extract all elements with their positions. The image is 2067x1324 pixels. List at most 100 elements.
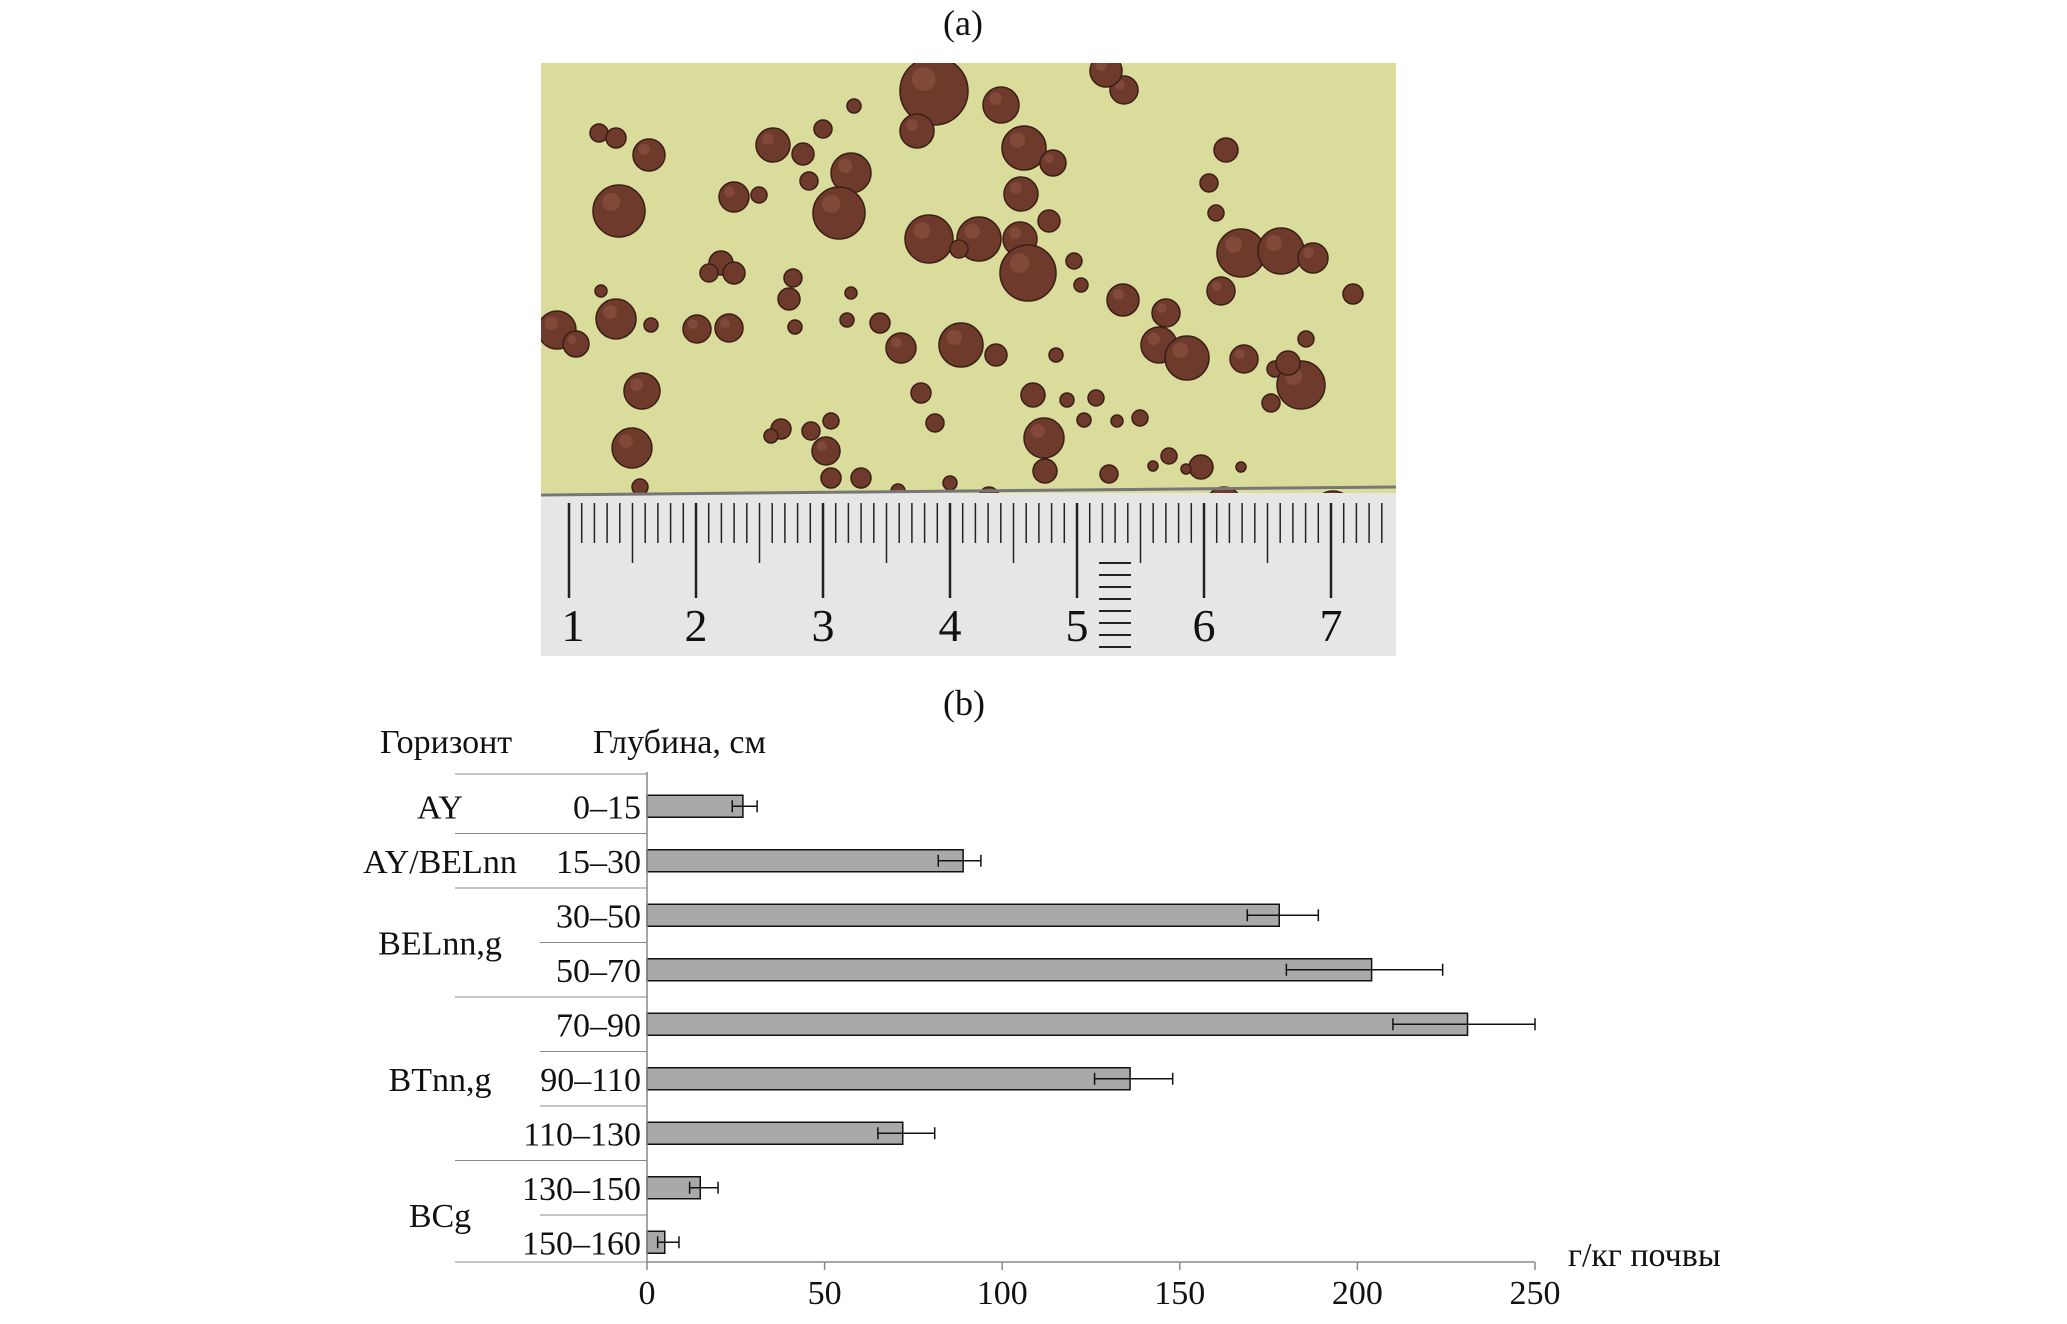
- nodule: [595, 298, 637, 340]
- nodule: [594, 284, 608, 298]
- depth-label: 30–50: [556, 898, 641, 935]
- nodule-highlight: [544, 316, 558, 330]
- nodule: [982, 86, 1020, 124]
- nodule-highlight: [1031, 424, 1045, 438]
- nodule: [1076, 412, 1092, 428]
- ruler-number: 5: [1066, 600, 1089, 651]
- nodule-highlight: [1008, 227, 1021, 239]
- nodule: [1048, 347, 1064, 363]
- nodule: [904, 214, 954, 264]
- nodule: [589, 123, 609, 143]
- nodule-highlight: [1009, 182, 1022, 194]
- nodule: [611, 427, 653, 469]
- nodule: [1106, 283, 1140, 317]
- horizon-label: BELnn,g: [378, 926, 502, 963]
- nodule: [1039, 149, 1067, 177]
- horizon-label: BTnn,g: [389, 1062, 492, 1099]
- bar: [646, 1012, 1469, 1036]
- nodule: [1180, 463, 1192, 475]
- horizon-separators: [455, 773, 647, 1263]
- nodule-highlight: [989, 92, 1002, 105]
- nodule-highlight: [724, 186, 735, 197]
- depth-label: 50–70: [556, 953, 641, 990]
- nodule-highlight: [638, 143, 650, 155]
- nodule: [925, 413, 945, 433]
- nodule: [1261, 393, 1281, 413]
- nodule: [1059, 392, 1075, 408]
- nodule: [592, 184, 646, 238]
- nodule: [899, 113, 935, 149]
- nodule-highlight: [1172, 342, 1189, 358]
- depth-label: 90–110: [540, 1062, 641, 1099]
- nodule: [1147, 460, 1159, 472]
- nodule-highlight: [603, 305, 617, 319]
- nodule: [750, 186, 768, 204]
- nodule-highlight: [1266, 234, 1283, 251]
- nodule: [1342, 283, 1364, 305]
- nodule-highlight: [567, 334, 577, 345]
- nodule: [1164, 335, 1210, 381]
- ruler-number: 1: [562, 600, 585, 651]
- x-tick-label: 50: [808, 1275, 842, 1312]
- nodule: [812, 186, 866, 240]
- nodule: [1151, 298, 1181, 328]
- horizon-label: AY/BELnn: [363, 844, 517, 881]
- nodule-highlight: [761, 133, 774, 145]
- nodule: [643, 317, 659, 333]
- nodule: [1032, 458, 1058, 484]
- depth-label: 150–160: [522, 1225, 641, 1262]
- bar: [646, 1176, 702, 1200]
- ruler-edge: [540, 485, 1397, 497]
- nodule-highlight: [1303, 247, 1314, 258]
- nodule-highlight: [1234, 349, 1245, 359]
- nodule: [949, 239, 969, 259]
- nodule: [885, 332, 917, 364]
- nodule-highlight: [1225, 236, 1243, 254]
- nodule: [1229, 344, 1259, 374]
- nodule: [1131, 409, 1149, 427]
- ruler: 1 2 3 4 5 6 7: [540, 485, 1397, 656]
- error-bars-group: [656, 800, 1536, 1249]
- nodule: [938, 322, 984, 368]
- nodule-highlight: [946, 329, 963, 345]
- column-header-depth: Глубина, см: [593, 724, 766, 761]
- nodule: [699, 263, 719, 283]
- nodule-highlight: [1156, 303, 1167, 313]
- panel-b-label: (b): [943, 683, 985, 723]
- ruler-number: 4: [939, 600, 962, 651]
- nodule: [799, 171, 819, 191]
- nodule: [1297, 330, 1315, 348]
- nodule: [1110, 414, 1124, 428]
- nodule: [722, 261, 746, 285]
- nodule: [763, 428, 779, 444]
- nodule: [1065, 252, 1083, 270]
- nodule: [869, 312, 891, 334]
- depth-labels: 0–15 15–30 30–50 50–70 70–90 90–110 110–130 130…: [522, 789, 641, 1262]
- horizon-label: AY: [417, 789, 463, 826]
- panel-a-label: (a): [943, 3, 983, 43]
- ruler-number: 2: [685, 600, 708, 651]
- nodule: [999, 244, 1057, 302]
- depth-label: 0–15: [573, 789, 641, 826]
- nodule-highlight: [891, 337, 902, 348]
- nodule: [844, 286, 858, 300]
- nodule-highlight: [619, 434, 633, 448]
- nodule-highlight: [964, 223, 981, 239]
- nodule: [718, 181, 750, 213]
- nodule: [1235, 461, 1247, 473]
- nodule: [755, 127, 791, 163]
- nodule-highlight: [602, 192, 621, 211]
- nodule-highlight: [822, 194, 841, 213]
- nodule: [714, 313, 744, 343]
- nodule: [1073, 277, 1089, 293]
- nodule-highlight: [905, 119, 918, 131]
- depth-label: 130–150: [522, 1171, 641, 1208]
- nodule: [787, 319, 803, 335]
- x-tick-label: 0: [639, 1275, 656, 1312]
- nodule: [791, 142, 815, 166]
- ruler-number: 7: [1320, 600, 1343, 651]
- nodule-highlight: [1147, 332, 1160, 346]
- x-tick-label: 100: [977, 1275, 1028, 1312]
- nodule: [1160, 447, 1178, 465]
- nodule: [984, 343, 1008, 367]
